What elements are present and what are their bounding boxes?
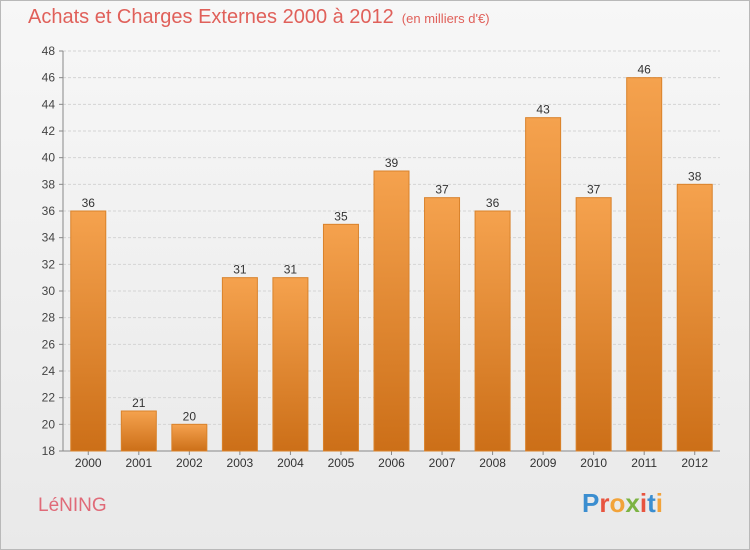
bar [525,117,562,452]
x-tick-label: 2011 [631,456,657,470]
x-tick-label: 2006 [378,456,405,470]
x-tick-label: 2009 [530,456,557,470]
x-tick-label: 2000 [75,456,102,470]
data-label: 31 [233,263,247,277]
data-labels: 36 21 20 31 31 35 39 37 36 43 37 46 38 [82,63,702,424]
bar [626,77,663,452]
logo-letter: o [609,488,626,518]
logo-letter: i [655,488,663,518]
logo-letter: P [582,488,600,518]
y-tick-label: 18 [42,444,56,458]
y-tick-label: 48 [42,44,56,58]
bar [424,197,461,452]
x-tick-label: 2002 [176,456,203,470]
logo-letter: i [639,488,648,518]
bar [474,210,511,452]
logo-letter: r [599,488,610,518]
bar [120,410,157,452]
bar [221,277,258,452]
x-tick-label: 2010 [580,456,607,470]
x-tick-label: 2001 [125,456,152,470]
data-label: 46 [638,63,652,77]
y-tick-label: 32 [42,257,56,271]
y-tick-label: 36 [42,204,56,218]
chart-title-text: Achats et Charges Externes 2000 à 2012 [28,6,394,28]
x-tick-label: 2007 [429,456,456,470]
x-tick-label: 2005 [328,456,355,470]
y-tick-label: 34 [42,231,56,245]
y-tick-label: 22 [42,391,56,405]
y-tick-label: 42 [42,124,56,138]
y-tick-label: 26 [42,337,56,351]
data-label: 36 [82,196,96,210]
bar [373,170,410,452]
logo-letter: x [625,488,640,518]
data-label: 43 [536,103,550,117]
data-label: 39 [385,156,399,170]
y-tick-label: 28 [42,311,56,325]
bar [272,277,309,452]
x-tick-label: 2012 [681,456,708,470]
y-tick-label: 38 [42,177,56,191]
logo-letter: t [647,488,656,518]
chart-unit: (en milliers d'€) [401,11,490,26]
y-tick-label: 24 [42,364,56,378]
x-tick-label: 2008 [479,456,506,470]
y-tick-label: 20 [42,417,56,431]
data-label: 38 [688,169,702,183]
data-label: 37 [435,183,449,197]
bar [322,223,359,452]
bar [171,423,208,452]
x-tick-label: 2003 [227,456,254,470]
bar [575,197,612,452]
chart-title: Achats et Charges Externes 2000 à 2012 (e… [28,6,490,29]
data-label: 20 [183,409,197,423]
data-label: 35 [334,209,348,223]
data-label: 31 [284,263,298,277]
proxiti-logo[interactable]: Proxiti [582,488,663,519]
y-tick-label: 40 [42,151,56,165]
bar [676,183,713,452]
axes: 18 20 22 24 26 28 30 32 34 36 38 40 42 44 46 48 2000 2001… [42,44,720,470]
y-tick-label: 44 [42,97,56,111]
y-tick-label: 30 [42,284,56,298]
x-tick-label: 2004 [277,456,304,470]
location-name: LéNING [38,495,107,516]
bar [70,210,107,452]
y-tick-label: 46 [42,71,56,85]
bars [70,77,713,452]
data-label: 21 [132,396,146,410]
data-label: 36 [486,196,500,210]
data-label: 37 [587,183,601,197]
